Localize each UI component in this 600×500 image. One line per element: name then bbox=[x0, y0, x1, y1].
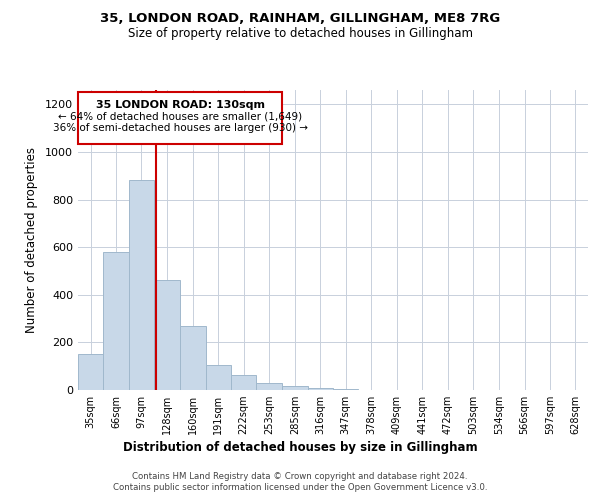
Text: Size of property relative to detached houses in Gillingham: Size of property relative to detached ho… bbox=[128, 28, 473, 40]
Y-axis label: Number of detached properties: Number of detached properties bbox=[25, 147, 38, 333]
Bar bbox=[231, 374, 256, 390]
Bar bbox=[180, 326, 205, 390]
Text: ← 64% of detached houses are smaller (1,649): ← 64% of detached houses are smaller (1,… bbox=[58, 111, 302, 121]
Bar bbox=[205, 365, 231, 390]
Bar bbox=[78, 354, 103, 390]
Bar bbox=[128, 180, 154, 390]
Text: 35, LONDON ROAD, RAINHAM, GILLINGHAM, ME8 7RG: 35, LONDON ROAD, RAINHAM, GILLINGHAM, ME… bbox=[100, 12, 500, 26]
Text: Contains HM Land Registry data © Crown copyright and database right 2024.: Contains HM Land Registry data © Crown c… bbox=[132, 472, 468, 481]
Text: 35 LONDON ROAD: 130sqm: 35 LONDON ROAD: 130sqm bbox=[95, 100, 265, 110]
Bar bbox=[308, 388, 333, 390]
Text: 36% of semi-detached houses are larger (930) →: 36% of semi-detached houses are larger (… bbox=[53, 122, 308, 132]
Bar bbox=[103, 252, 128, 390]
Bar bbox=[154, 280, 180, 390]
Text: Distribution of detached houses by size in Gillingham: Distribution of detached houses by size … bbox=[122, 441, 478, 454]
FancyBboxPatch shape bbox=[78, 92, 283, 144]
Bar bbox=[283, 386, 308, 390]
Bar bbox=[256, 383, 283, 390]
Text: Contains public sector information licensed under the Open Government Licence v3: Contains public sector information licen… bbox=[113, 484, 487, 492]
